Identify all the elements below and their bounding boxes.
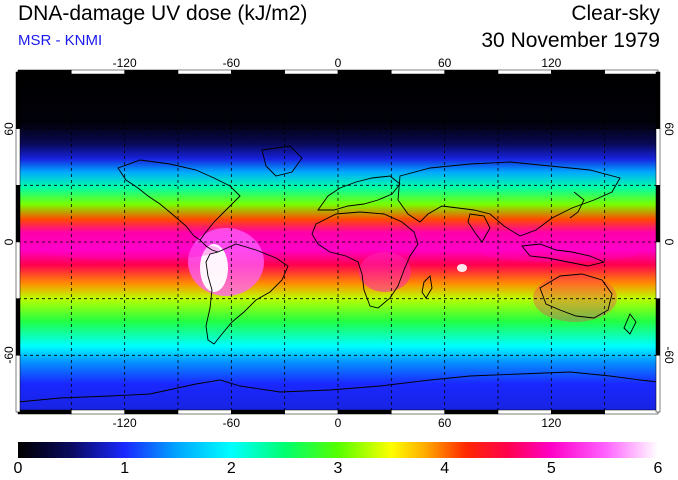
lat-edge-segment bbox=[655, 355, 661, 413]
lon-edge-segment bbox=[551, 69, 605, 75]
lon-edge-segment bbox=[391, 69, 445, 75]
andes-peak-dose bbox=[200, 244, 228, 292]
lon-edge-segment bbox=[497, 409, 552, 415]
coast-australia bbox=[539, 273, 613, 319]
lon-edge-segment bbox=[17, 69, 72, 75]
lon-edge-segment bbox=[604, 69, 659, 75]
lon-edge-segment bbox=[391, 409, 445, 415]
lat-edge-segment bbox=[655, 128, 661, 186]
coast-southeast-asia-islands bbox=[521, 243, 606, 267]
lat-edge-segment bbox=[15, 355, 21, 413]
lat-edge-segment bbox=[655, 241, 661, 299]
lon-tick-label-top: 120 bbox=[541, 56, 562, 70]
lon-tick-label-bottom: 0 bbox=[334, 416, 342, 430]
lon-tick-label-bottom: 60 bbox=[437, 416, 452, 430]
coast-europe bbox=[317, 175, 401, 211]
lon-edge-segment bbox=[551, 409, 605, 415]
lat-edge-segment bbox=[15, 298, 21, 356]
lon-edge-segment bbox=[284, 69, 339, 75]
coast-greenland bbox=[261, 145, 303, 177]
lat-edge-segment bbox=[655, 298, 661, 356]
africa-hotspot bbox=[359, 252, 467, 292]
colorbar bbox=[18, 442, 658, 458]
map-title: DNA-damage UV dose (kJ/m2) bbox=[18, 2, 308, 25]
lon-edge-segment bbox=[231, 69, 285, 75]
lon-edge-segment bbox=[17, 409, 72, 415]
map-date: 30 November 1979 bbox=[481, 29, 660, 52]
lon-edge-segment bbox=[444, 409, 499, 415]
lat-tick-label-right: 60 bbox=[662, 121, 676, 136]
colorbar-tick-label: 1 bbox=[120, 460, 130, 477]
colorbar-tick-label: 6 bbox=[653, 460, 663, 477]
lat-tick-label-right: 0 bbox=[662, 238, 676, 246]
lon-edge-segment bbox=[71, 409, 125, 415]
colorbar-tick-label: 2 bbox=[226, 460, 236, 477]
lon-edge-segment bbox=[497, 69, 552, 75]
australia-zone bbox=[533, 274, 617, 322]
equatorial-band-texture bbox=[40, 240, 640, 262]
coast-japan bbox=[569, 191, 585, 219]
lon-tick-label-top: 0 bbox=[334, 56, 342, 70]
colorbar-tick-label: 5 bbox=[546, 460, 556, 477]
coast-madagascar bbox=[421, 275, 433, 299]
edge-tick-bars bbox=[15, 69, 661, 415]
lon-tick-label-bottom: 120 bbox=[541, 416, 562, 430]
lat-tick-label-left: 0 bbox=[2, 238, 16, 246]
australia-dose bbox=[533, 274, 617, 322]
coastlines bbox=[18, 145, 658, 403]
pacific-band bbox=[40, 240, 220, 260]
lon-edge-segment bbox=[231, 409, 285, 415]
lon-edge-segment bbox=[284, 409, 339, 415]
coast-asia bbox=[397, 161, 621, 237]
africa-high-dose bbox=[359, 252, 411, 292]
lon-edge-segment bbox=[124, 69, 179, 75]
coast-new-zealand bbox=[623, 313, 637, 335]
lon-tick-label-bottom: -120 bbox=[112, 416, 137, 430]
coast-central-america bbox=[199, 239, 219, 253]
lon-edge-segment bbox=[337, 409, 392, 415]
source-label: MSR - KNMI bbox=[18, 32, 103, 49]
map-field bbox=[18, 72, 658, 412]
graticule bbox=[18, 72, 658, 412]
lon-edge-segment bbox=[444, 69, 499, 75]
sky-condition: Clear-sky bbox=[571, 2, 660, 25]
lat-tick-label-left: 60 bbox=[2, 121, 16, 136]
lat-tick-label-left: -60 bbox=[2, 346, 16, 364]
lon-tick-label-top: -60 bbox=[222, 56, 240, 70]
lat-edge-segment bbox=[15, 241, 21, 299]
lat-edge-segment bbox=[655, 71, 661, 129]
colorbar-tick-label: 3 bbox=[333, 460, 343, 477]
east-africa-peak bbox=[457, 264, 467, 272]
lon-edge-segment bbox=[604, 409, 659, 415]
west-pacific-band bbox=[480, 242, 640, 262]
lat-edge-segment bbox=[15, 128, 21, 186]
lon-tick-label-top: -120 bbox=[112, 56, 137, 70]
lat-tick-label-right: -60 bbox=[662, 346, 676, 364]
lon-edge-segment bbox=[124, 409, 179, 415]
lon-tick-label-top: 60 bbox=[437, 56, 452, 70]
coast-north-america bbox=[117, 159, 241, 241]
coast-antarctica bbox=[18, 371, 658, 403]
lon-edge-segment bbox=[337, 69, 392, 75]
lon-edge-segment bbox=[71, 69, 125, 75]
lat-edge-segment bbox=[15, 185, 21, 243]
lon-edge-segment bbox=[177, 69, 232, 75]
lat-edge-segment bbox=[15, 71, 21, 129]
lon-tick-label-bottom: -60 bbox=[222, 416, 240, 430]
coast-africa bbox=[311, 211, 419, 309]
coast-south-america bbox=[205, 243, 289, 345]
colorbar-tick-label: 0 bbox=[13, 460, 23, 477]
south-america-hotspot bbox=[188, 228, 264, 296]
lat-edge-segment bbox=[655, 185, 661, 243]
colorbar-tick-label: 4 bbox=[440, 460, 450, 477]
lon-edge-segment bbox=[177, 409, 232, 415]
